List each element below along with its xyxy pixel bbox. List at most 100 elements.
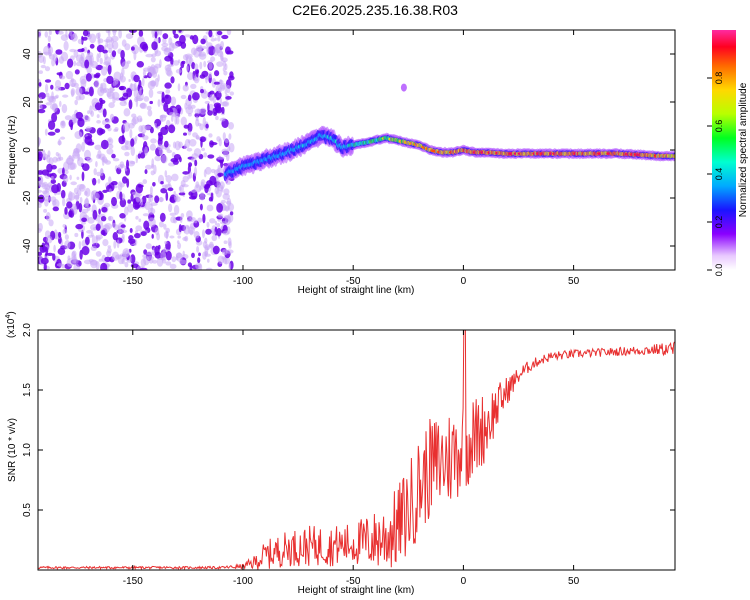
noise-blob <box>194 159 198 167</box>
noise-blob <box>75 111 84 120</box>
noise-blob <box>54 79 62 89</box>
noise-blob <box>169 212 177 216</box>
noise-blob <box>106 36 113 44</box>
noise-blob <box>217 156 225 160</box>
noise-blob <box>150 203 153 213</box>
noise-blob <box>187 122 193 133</box>
noise-blob <box>46 252 54 256</box>
noise-blob <box>208 103 214 112</box>
noise-blob <box>215 189 222 198</box>
noise-blob <box>52 102 58 113</box>
noise-blob <box>186 147 193 152</box>
noise-blob <box>175 252 183 262</box>
noise-blob <box>180 116 187 126</box>
noise-blob <box>38 177 41 181</box>
noise-blob <box>194 63 199 71</box>
noise-blob <box>204 237 208 244</box>
noise-blob <box>183 132 187 136</box>
noise-blob <box>39 244 47 253</box>
noise-blob <box>143 249 148 255</box>
noise-blob <box>203 152 208 158</box>
noise-blob <box>108 48 113 54</box>
y-tick-label: 2.0 <box>22 323 33 337</box>
noise-blob <box>193 148 202 157</box>
noise-blob <box>159 212 166 222</box>
noise-blob <box>165 261 172 266</box>
noise-blob <box>130 194 134 202</box>
noise-blob <box>76 176 80 180</box>
noise-blob <box>38 30 42 39</box>
noise-blob <box>190 47 197 56</box>
noise-blob <box>60 189 66 199</box>
noise-blob <box>125 33 134 39</box>
noise-blob <box>118 135 126 145</box>
noise-blob <box>219 117 226 122</box>
noise-blob <box>73 60 77 67</box>
x-tick-label: -150 <box>123 276 143 287</box>
noise-blob <box>172 60 180 66</box>
noise-blob <box>208 196 213 202</box>
colorbar-tick-label: 0.0 <box>714 264 724 277</box>
noise-blob <box>74 69 80 75</box>
noise-blob <box>207 154 215 159</box>
noise-blob <box>38 194 45 203</box>
noise-blob <box>150 56 156 63</box>
noise-blob <box>145 53 154 58</box>
noise-blob <box>198 45 203 54</box>
noise-blob <box>67 58 74 68</box>
x-tick-label: 0 <box>461 276 467 287</box>
noise-blob <box>169 112 176 117</box>
noise-blob <box>206 183 211 188</box>
y-tick-label: -20 <box>22 190 33 205</box>
noise-blob <box>90 60 98 69</box>
noise-blob <box>163 102 169 112</box>
noise-blob <box>122 92 129 97</box>
noise-blob <box>48 157 54 166</box>
noise-blob <box>223 149 229 157</box>
noise-blob <box>171 256 177 263</box>
noise-blob <box>220 41 225 49</box>
noise-blob <box>221 106 225 114</box>
noise-blob <box>89 43 95 49</box>
noise-blob <box>109 188 112 193</box>
noise-blob <box>82 30 89 37</box>
noise-blob <box>164 240 168 245</box>
noise-blob <box>104 123 111 129</box>
noise-blob <box>210 38 216 42</box>
noise-blob <box>70 89 75 98</box>
noise-blob <box>112 232 119 241</box>
y-tick-label: -40 <box>22 238 33 253</box>
noise-blob <box>46 235 53 244</box>
noise-blob <box>109 113 115 121</box>
noise-blob <box>93 168 97 176</box>
noise-blob <box>116 239 120 249</box>
noise-blob <box>101 66 108 76</box>
noise-blob <box>58 75 66 80</box>
noise-blob <box>62 198 66 207</box>
noise-blob <box>201 147 206 152</box>
noise-blob <box>171 42 179 49</box>
noise-blob <box>74 99 78 106</box>
noise-blob <box>205 166 212 175</box>
y-tick-label: 0 <box>22 147 33 153</box>
noise-blob <box>154 245 160 256</box>
noise-blob <box>96 114 100 119</box>
snr-line <box>38 330 675 570</box>
y-tick-label: 0.5 <box>22 503 33 517</box>
noise-blob <box>99 128 106 135</box>
noise-blob <box>74 131 83 139</box>
noise-blob <box>169 263 177 269</box>
noise-blob <box>68 191 73 201</box>
noise-blob <box>104 52 108 60</box>
figure-title: C2E6.2025.235.16.38.R03 <box>292 2 458 18</box>
noise-blob <box>111 251 120 261</box>
noise-blob <box>208 30 213 38</box>
noise-blob <box>170 76 175 84</box>
noise-blob <box>95 223 101 231</box>
spectrogram-y-label: Frequency (Hz) <box>7 116 18 185</box>
noise-blob <box>81 141 85 152</box>
noise-blob <box>111 196 117 207</box>
noise-blob <box>157 99 161 108</box>
noise-blob <box>102 108 107 118</box>
noise-blob <box>209 241 214 249</box>
